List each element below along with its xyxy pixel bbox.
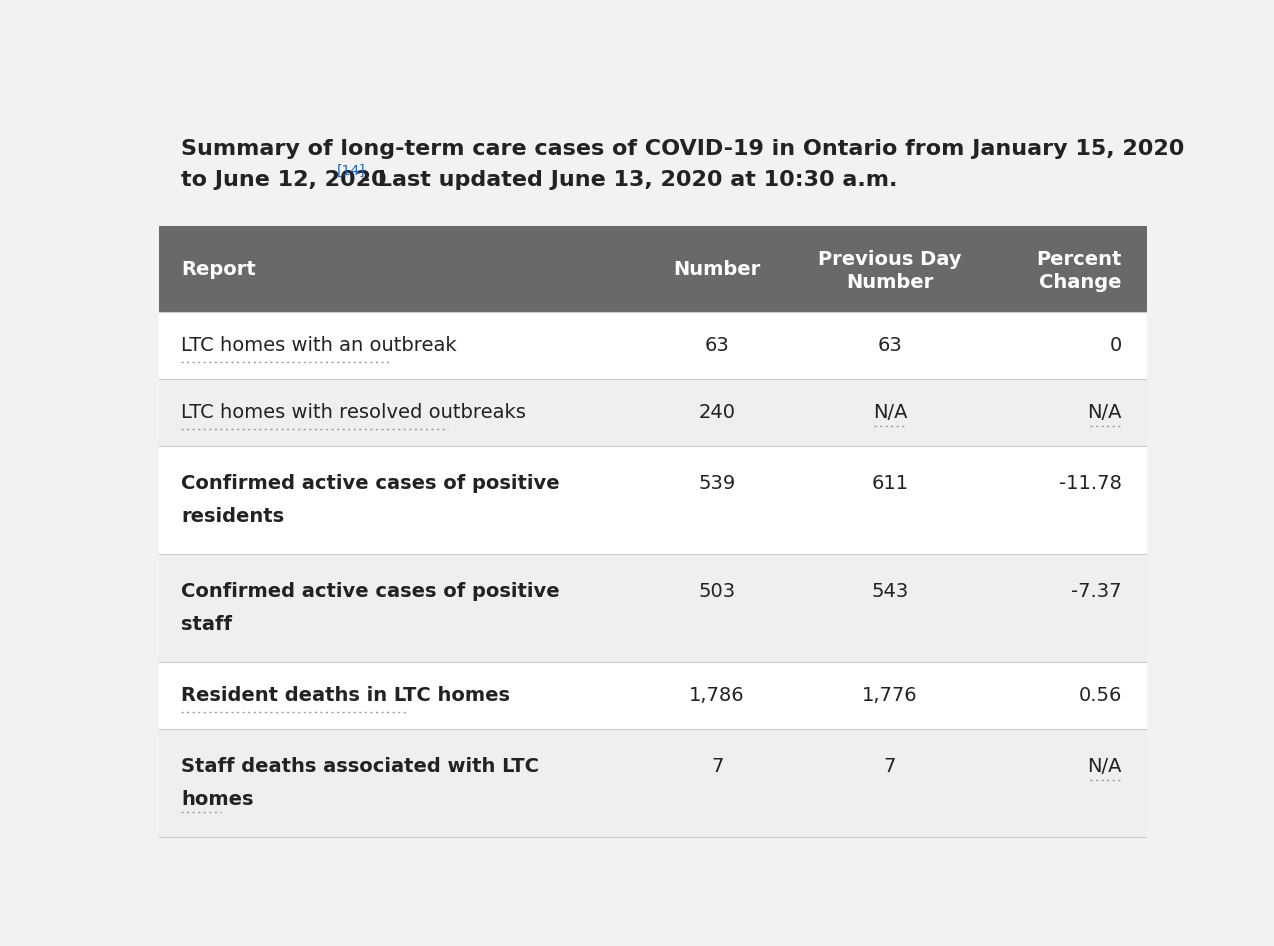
Text: 539: 539 <box>698 475 735 494</box>
Text: 7: 7 <box>711 757 724 776</box>
Bar <box>159 554 1147 662</box>
Text: residents: residents <box>181 507 284 526</box>
Text: 1,776: 1,776 <box>862 686 917 705</box>
Text: 63: 63 <box>705 337 730 356</box>
Text: -11.78: -11.78 <box>1059 475 1122 494</box>
Text: 63: 63 <box>878 337 902 356</box>
Text: 0.56: 0.56 <box>1079 686 1122 705</box>
Bar <box>159 447 1147 554</box>
Text: Percent: Percent <box>1037 251 1122 270</box>
Text: Number: Number <box>674 260 761 279</box>
Text: 543: 543 <box>871 583 908 602</box>
Text: LTC homes with an outbreak: LTC homes with an outbreak <box>181 337 456 356</box>
Text: 7: 7 <box>884 757 896 776</box>
Text: Previous Day: Previous Day <box>818 251 962 270</box>
Text: Change: Change <box>1040 272 1122 291</box>
Text: -7.37: -7.37 <box>1071 583 1122 602</box>
Bar <box>159 729 1147 837</box>
Text: [14]: [14] <box>336 164 366 178</box>
Text: Number: Number <box>846 272 934 291</box>
Text: Confirmed active cases of positive: Confirmed active cases of positive <box>181 475 559 494</box>
Text: 1,786: 1,786 <box>689 686 745 705</box>
Text: - Last updated June 13, 2020 at 10:30 a.m.: - Last updated June 13, 2020 at 10:30 a.… <box>353 169 897 189</box>
Bar <box>159 226 1147 312</box>
Text: staff: staff <box>181 615 232 634</box>
Text: homes: homes <box>181 790 254 809</box>
Text: N/A: N/A <box>873 403 907 423</box>
Text: 0: 0 <box>1110 337 1122 356</box>
Text: Staff deaths associated with LTC: Staff deaths associated with LTC <box>181 757 539 776</box>
Text: N/A: N/A <box>1088 403 1122 423</box>
Text: 611: 611 <box>871 475 908 494</box>
Text: Summary of long-term care cases of COVID-19 in Ontario from January 15, 2020: Summary of long-term care cases of COVID… <box>181 139 1185 159</box>
Text: to June 12, 2020: to June 12, 2020 <box>181 169 386 189</box>
Text: Confirmed active cases of positive: Confirmed active cases of positive <box>181 583 559 602</box>
Text: N/A: N/A <box>1088 757 1122 776</box>
Text: 240: 240 <box>698 403 735 423</box>
Text: Resident deaths in LTC homes: Resident deaths in LTC homes <box>181 686 510 705</box>
Bar <box>159 312 1147 379</box>
Bar <box>159 662 1147 729</box>
Text: LTC homes with resolved outbreaks: LTC homes with resolved outbreaks <box>181 403 526 423</box>
Text: 503: 503 <box>698 583 735 602</box>
Bar <box>159 379 1147 447</box>
Text: Report: Report <box>181 260 256 279</box>
